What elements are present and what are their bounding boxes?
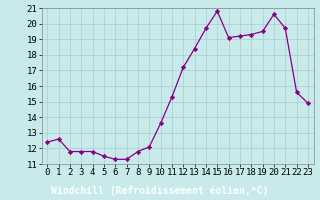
Text: Windchill (Refroidissement éolien,°C): Windchill (Refroidissement éolien,°C) — [51, 186, 269, 196]
